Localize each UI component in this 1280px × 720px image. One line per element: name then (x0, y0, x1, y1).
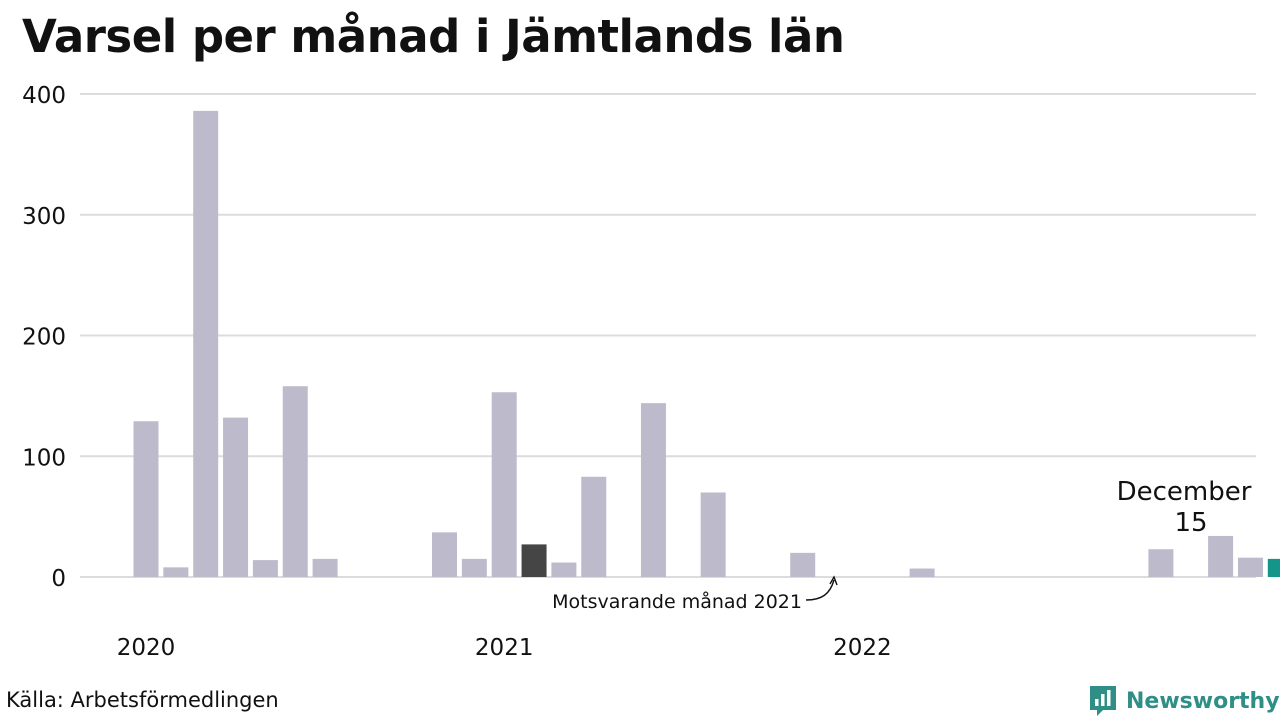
bars (133, 110, 1280, 577)
bar-highlight-month (1267, 558, 1280, 577)
bar (581, 476, 607, 577)
brand-logo[interactable]: Newsworthy (1088, 684, 1280, 718)
highlight-value-label: 15 (1174, 508, 1207, 538)
y-tick-label: 400 (22, 83, 66, 109)
y-tick-label: 200 (22, 325, 66, 351)
bar (551, 562, 577, 577)
bar (491, 392, 517, 577)
source-note: Källa: Arbetsförmedlingen (6, 688, 279, 712)
bar-comparison-month (521, 544, 547, 577)
bar (432, 532, 457, 577)
bar (1148, 549, 1174, 577)
highlight-month-label: December (1117, 477, 1252, 507)
bar (1237, 557, 1263, 577)
annotations: December 15 Motsvarande månad 2021 (552, 477, 1252, 613)
x-tick-label: 2022 (833, 635, 892, 661)
bar (223, 417, 249, 577)
y-tick-label: 100 (22, 445, 66, 471)
bar (640, 403, 666, 577)
bar (312, 558, 338, 577)
comparison-month-label: Motsvarande månad 2021 (552, 590, 802, 613)
comparison-arrowhead (829, 575, 838, 586)
bar (1208, 535, 1234, 577)
bar (193, 110, 219, 577)
comparison-arrow (805, 579, 835, 601)
bar (133, 421, 159, 577)
bar-chart: 0 100 200 300 400 2020 2021 2022 December 15 M… (22, 83, 1280, 661)
newsworthy-logo-icon (1090, 686, 1116, 716)
bar (790, 552, 816, 577)
bar (909, 568, 935, 577)
y-tick-label: 0 (51, 566, 66, 592)
bar (700, 492, 726, 577)
y-axis-ticks: 0 100 200 300 400 (22, 83, 66, 592)
bar (461, 558, 487, 577)
y-tick-label: 300 (22, 204, 66, 230)
x-tick-label: 2020 (117, 635, 176, 661)
x-axis-ticks: 2020 2021 2022 (117, 635, 892, 661)
bar (252, 560, 278, 577)
chart-title: Varsel per månad i Jämtlands län (22, 10, 845, 63)
gridlines (80, 93, 1256, 578)
bar (282, 386, 308, 577)
x-tick-label: 2021 (475, 635, 534, 661)
bar (163, 567, 189, 577)
brand-name: Newsworthy (1126, 688, 1280, 714)
